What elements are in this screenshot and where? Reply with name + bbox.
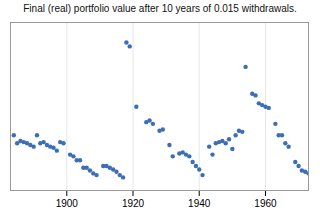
svg-text:1960: 1960 xyxy=(254,198,277,209)
svg-text:1900: 1900 xyxy=(56,198,79,209)
svg-text:1920: 1920 xyxy=(122,198,145,209)
html-text:Final (real) portfolio value a: Final (real) portfolio value after 10 ye… xyxy=(23,3,297,14)
svg-text:1940: 1940 xyxy=(188,198,211,209)
